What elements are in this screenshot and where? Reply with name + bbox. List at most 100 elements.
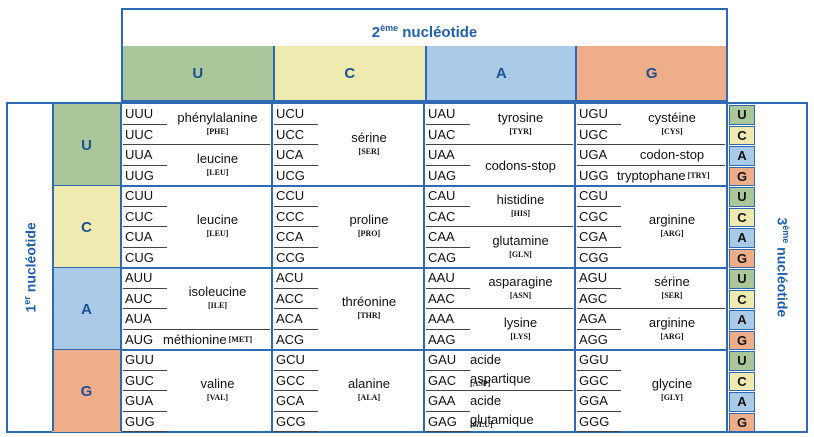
codon-underline <box>123 308 167 309</box>
amino-acid-abbreviation: [TYR] <box>509 126 532 136</box>
amino-acid-name: acide glutamique <box>470 393 534 427</box>
amino-acid-label: tryptophane [TRY] <box>617 166 725 187</box>
amino-acid-abbreviation: [LYS] <box>510 331 531 341</box>
group-separator <box>468 390 573 391</box>
third-nucleotide-g: G <box>729 330 755 350</box>
amino-acid-label: codons-stop <box>468 145 573 186</box>
codon-cell: CUA <box>125 229 153 244</box>
column-header-u: U <box>123 46 275 100</box>
codon-cell: AGG <box>579 331 608 347</box>
group-separator <box>468 144 573 145</box>
codon-cell: ACA <box>276 311 303 326</box>
codon-cell: AGA <box>579 311 607 326</box>
group-separator <box>165 328 270 330</box>
third-nucleotide-a: A <box>729 310 755 330</box>
amino-acid-name: codon-stop <box>639 147 705 163</box>
amino-acid-abbreviation: [CYS] <box>661 126 683 136</box>
codon-cell: CGA <box>579 229 608 244</box>
amino-acid-label: proline [PRO] <box>316 186 422 268</box>
row-header-label: A <box>81 300 92 318</box>
amino-acid-label: leucine [LEU] <box>165 186 270 268</box>
amino-acid-abbreviation: [HIS] <box>510 208 531 218</box>
amino-acid-abbreviation: [MET] <box>228 334 253 344</box>
codon-underline <box>123 205 167 207</box>
codon-underline <box>426 226 470 227</box>
codon-underline <box>426 144 470 145</box>
third-nucleotide-c: C <box>729 289 755 309</box>
amino-acid-name: sérine <box>351 130 387 145</box>
amino-acid-name: arginine <box>648 314 696 330</box>
amino-acid-name: acide aspartique <box>470 352 531 386</box>
group-separator <box>468 226 573 227</box>
codon-underline <box>426 390 470 391</box>
amino-acid-name: lysine <box>503 314 538 330</box>
group-separator <box>619 144 725 145</box>
codon-grid: U UUU UUC UUA UUG phénylalanine [PHE] leucine [L… <box>52 104 760 432</box>
first-nucleotide-title: 1er nucléotide <box>21 222 39 313</box>
codon-underline <box>123 226 167 227</box>
codon-underline <box>426 328 470 330</box>
amino-acid-abbreviation: [ARG] <box>660 229 684 238</box>
codon-underline <box>274 123 318 125</box>
codon-cell: UUU <box>125 106 154 121</box>
column-divider <box>574 186 576 268</box>
codon-underline <box>577 144 621 145</box>
codon-cell: CAC <box>428 208 456 224</box>
codon-underline <box>274 226 318 227</box>
codon-cell: GCG <box>276 413 306 429</box>
third-nucleotide-title: 3ème nucléotide <box>774 217 792 318</box>
amino-acid-label: codon-stop <box>619 145 725 166</box>
amino-acid-label: sérine [SER] <box>619 268 725 309</box>
codon-cell: UGU <box>579 106 608 121</box>
codon-underline <box>426 308 470 309</box>
amino-acid-abbreviation: [SER] <box>661 290 683 300</box>
amino-acid-abbreviation: [ASP] <box>470 379 491 388</box>
amino-acid-label: leucine [LEU] <box>165 145 270 186</box>
codon-cell: UUA <box>125 147 153 162</box>
row-header-label: C <box>81 218 92 236</box>
codon-cell: UGA <box>579 147 608 162</box>
codon-underline <box>274 410 318 412</box>
amino-acid-label: tyrosine [TYR] <box>468 104 573 145</box>
row-header-label: U <box>81 136 92 154</box>
amino-acid-name: arginine <box>648 212 696 227</box>
amino-acid-name: phénylalanine <box>177 109 258 125</box>
amino-acid-abbreviation: [VAL] <box>206 393 229 402</box>
codon-cell: GUC <box>125 372 154 388</box>
codon-underline <box>577 164 621 166</box>
third-nucleotide-label-area: 3ème nucléotide <box>760 104 806 431</box>
codon-underline <box>426 369 470 371</box>
codon-underline <box>426 123 470 125</box>
codon-underline <box>274 390 318 391</box>
codon-underline <box>123 164 167 166</box>
codon-underline <box>577 246 621 248</box>
codon-underline <box>426 205 470 207</box>
amino-acid-label: cystéine [CYS] <box>619 104 725 145</box>
codon-underline <box>123 287 167 289</box>
codon-cell: GGA <box>579 393 608 408</box>
amino-acid-name: glutamine <box>492 232 549 248</box>
row-header-c: C <box>52 186 121 268</box>
codon-underline <box>426 246 470 248</box>
codon-underline <box>577 287 621 289</box>
codon-cell: CCC <box>276 208 305 224</box>
codon-underline <box>426 431 470 432</box>
amino-acid-name: proline <box>349 212 389 227</box>
codon-cell: CCG <box>276 249 305 265</box>
codon-cell: UAG <box>428 167 457 183</box>
amino-acid-label: glycine [GLY] <box>619 350 725 432</box>
codon-cell: UUG <box>125 167 154 183</box>
group-separator <box>619 308 725 309</box>
codon-cell: AAG <box>428 331 456 347</box>
third-nucleotide-c: C <box>729 371 755 391</box>
third-nucleotide-a: A <box>729 228 755 248</box>
amino-acid-name: tryptophane <box>617 167 686 183</box>
amino-acid-abbreviation: [TRY] <box>687 170 710 180</box>
amino-acid-abbreviation: [PRO] <box>357 229 381 238</box>
codon-cell: GCU <box>276 352 305 367</box>
column-divider <box>726 350 728 432</box>
amino-acid-name: valine <box>200 376 235 391</box>
codon-cell: UUC <box>125 126 154 142</box>
column-divider <box>271 186 273 268</box>
amino-acid-label: sérine [SER] <box>316 104 422 186</box>
